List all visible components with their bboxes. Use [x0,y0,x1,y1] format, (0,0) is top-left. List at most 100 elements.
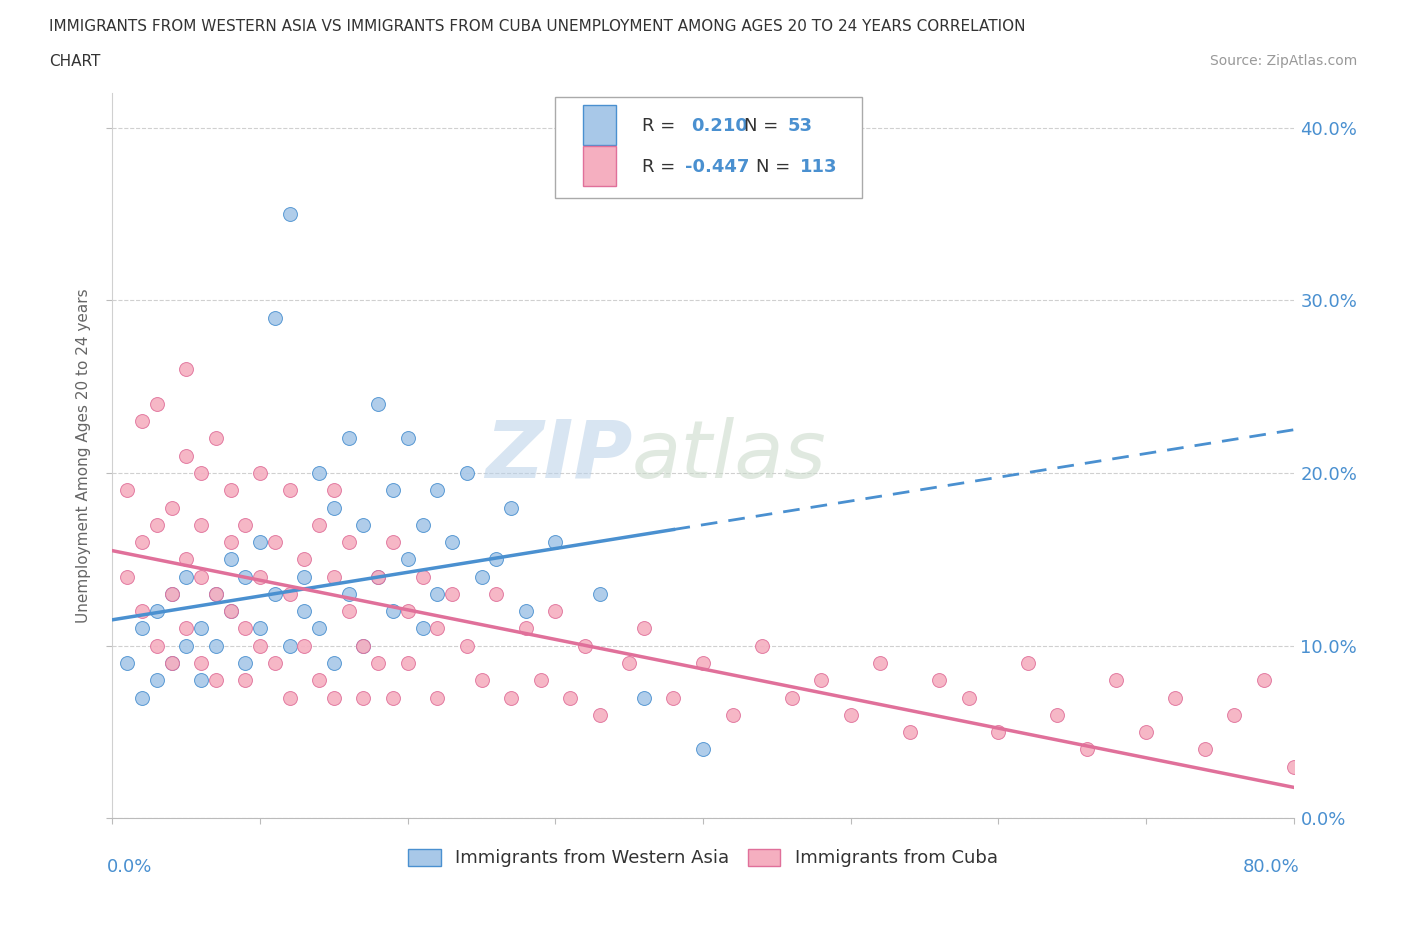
Point [190,517,212,532]
Point [396,431,419,445]
Point [292,551,315,566]
Point [278,206,301,221]
Point [1164,690,1187,705]
Point [131,621,153,636]
Point [131,604,153,618]
Point [249,535,271,550]
Text: CHART: CHART [49,54,101,69]
Text: atlas: atlas [633,417,827,495]
Point [117,656,138,671]
Point [515,604,537,618]
Point [146,604,169,618]
Point [233,569,256,584]
Point [308,621,330,636]
Point [352,638,374,653]
Point [367,569,389,584]
Point [278,587,301,602]
Point [588,587,610,602]
Point [233,672,256,687]
Point [205,431,228,445]
Point [146,638,169,653]
Point [190,672,212,687]
Point [367,396,389,411]
Point [292,569,315,584]
Point [382,604,405,618]
Point [278,638,301,653]
Point [205,587,228,602]
Point [1253,672,1275,687]
Point [382,483,405,498]
Point [810,672,832,687]
Point [337,604,360,618]
Point [1223,708,1246,723]
Point [160,656,183,671]
Point [1282,759,1305,774]
Point [323,569,346,584]
Point [869,656,891,671]
Point [426,621,449,636]
Text: R =: R = [641,116,675,135]
Point [264,587,287,602]
Point [396,551,419,566]
Point [233,656,256,671]
Point [292,604,315,618]
Text: Source: ZipAtlas.com: Source: ZipAtlas.com [1209,54,1357,68]
Point [117,569,138,584]
Point [898,724,921,739]
Point [470,672,494,687]
Point [264,656,287,671]
Point [308,466,330,481]
Point [456,638,478,653]
Point [441,535,464,550]
Point [146,672,169,687]
Legend: Immigrants from Western Asia, Immigrants from Cuba: Immigrants from Western Asia, Immigrants… [401,842,1005,874]
Point [692,656,714,671]
Point [249,569,271,584]
Point [485,587,508,602]
FancyBboxPatch shape [582,146,616,186]
Point [957,690,980,705]
Point [633,621,655,636]
Point [662,690,685,705]
Point [558,690,582,705]
Point [987,724,1010,739]
Point [1135,724,1157,739]
Text: -0.447: -0.447 [685,158,749,176]
Point [544,604,567,618]
Point [308,672,330,687]
Point [426,587,449,602]
Point [308,517,330,532]
Point [160,587,183,602]
Point [190,569,212,584]
Point [352,690,374,705]
Point [515,621,537,636]
FancyBboxPatch shape [555,97,862,198]
Text: 80.0%: 80.0% [1243,858,1299,876]
Point [131,414,153,429]
Point [352,638,374,653]
Point [485,551,508,566]
Point [323,690,346,705]
Point [190,656,212,671]
Text: 113: 113 [800,158,838,176]
Point [367,569,389,584]
Text: N =: N = [744,116,779,135]
Point [219,483,242,498]
Point [839,708,862,723]
Point [633,690,655,705]
Point [249,466,271,481]
Point [264,310,287,325]
Point [1046,708,1069,723]
Point [264,535,287,550]
Point [426,690,449,705]
Point [190,621,212,636]
Point [501,500,523,515]
Point [780,690,803,705]
FancyBboxPatch shape [582,105,616,145]
Point [411,569,433,584]
Point [278,690,301,705]
Point [396,604,419,618]
Point [160,656,183,671]
Point [233,621,256,636]
Point [219,604,242,618]
